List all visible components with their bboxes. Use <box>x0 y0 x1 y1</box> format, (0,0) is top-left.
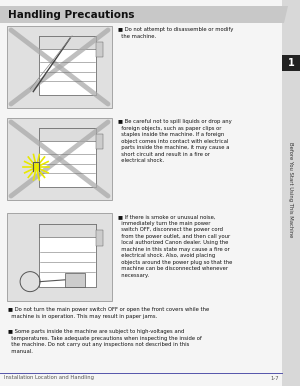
Bar <box>7 213 112 301</box>
Text: ■ Be careful not to spill liquids or drop any
  foreign objects, such as paper c: ■ Be careful not to spill liquids or dro… <box>118 119 232 163</box>
Bar <box>96 230 103 246</box>
Bar <box>38 36 96 95</box>
Bar <box>282 0 300 386</box>
Bar <box>7 26 112 108</box>
Bar <box>65 273 85 287</box>
Text: ■ Some parts inside the machine are subject to high-voltages and
  temperatures.: ■ Some parts inside the machine are subj… <box>8 329 202 354</box>
Text: ■ If there is smoke or unusual noise,
  immediately turn the main power
  switch: ■ If there is smoke or unusual noise, im… <box>118 214 232 278</box>
Text: ■ Do not turn the main power switch OFF or open the front covers while the
  mac: ■ Do not turn the main power switch OFF … <box>8 307 209 318</box>
Text: 1-7: 1-7 <box>270 376 279 381</box>
Bar <box>282 55 300 71</box>
Bar <box>38 128 96 187</box>
Bar <box>38 223 96 237</box>
Bar <box>38 223 96 287</box>
Text: Installation Location and Handling: Installation Location and Handling <box>4 376 94 381</box>
Polygon shape <box>0 6 288 23</box>
Text: Handling Precautions: Handling Precautions <box>8 10 134 20</box>
Bar <box>96 42 103 56</box>
Bar <box>38 128 96 141</box>
Text: 1: 1 <box>288 58 294 68</box>
Text: Before You Start Using This Machine: Before You Start Using This Machine <box>289 142 293 238</box>
Bar <box>7 118 112 200</box>
Bar <box>38 36 96 49</box>
Text: ■ Do not attempt to disassemble or modify
  the machine.: ■ Do not attempt to disassemble or modif… <box>118 27 233 39</box>
Bar <box>96 134 103 149</box>
